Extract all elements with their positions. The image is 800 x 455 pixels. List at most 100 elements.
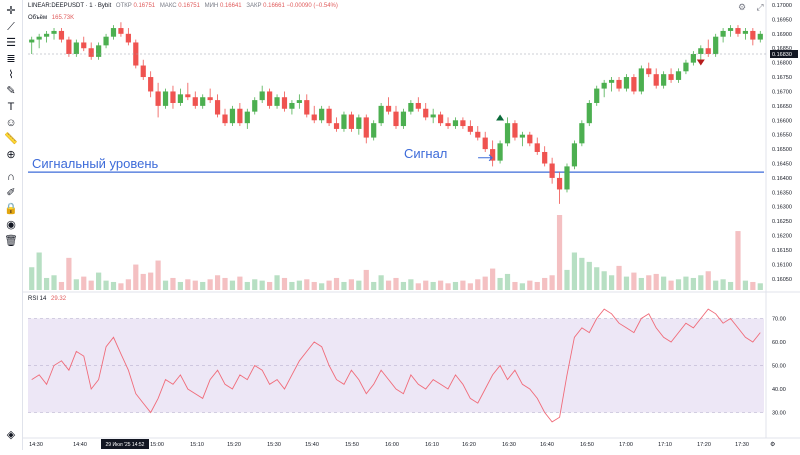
volume-bar xyxy=(341,281,347,290)
price-tick: 0.16650 xyxy=(772,104,792,110)
time-tick: 15:30 xyxy=(267,442,281,448)
volume-bar xyxy=(200,281,206,290)
volume-bar xyxy=(519,283,525,290)
sell-signal-arrow xyxy=(696,59,705,66)
time-tick: 17:00 xyxy=(619,442,633,448)
ruler-icon[interactable]: 📏 xyxy=(4,133,18,145)
volume-bar xyxy=(148,272,154,290)
volume-bar xyxy=(214,275,221,290)
candle-body xyxy=(96,45,102,57)
volume-bar xyxy=(363,269,369,290)
volume-bar xyxy=(244,281,250,290)
brush-icon[interactable]: ✎ xyxy=(6,85,16,97)
time-tick: 16:20 xyxy=(462,442,476,448)
rsi-line xyxy=(31,308,761,423)
volume-bar xyxy=(690,277,696,290)
price-tick: 0.16600 xyxy=(772,118,792,124)
drawing-toolbar: ✛ ⟋ ☰ ≣ ⌇ ✎ T ☺ 📏 ⊕ ∩ ✐ 🔒 ◉ 🗑 ◈ xyxy=(0,0,23,450)
chart-area[interactable]: 0.17000 0.16950 0.16900 0.16850 0.16800 0.167… xyxy=(22,0,800,450)
candle-body xyxy=(438,114,444,124)
volume-bar xyxy=(29,267,35,290)
current-price-text: 0.16830 xyxy=(772,52,792,58)
volume-bar xyxy=(438,280,444,290)
candle-body xyxy=(594,88,600,103)
time-tick: 17:30 xyxy=(735,442,749,448)
rsi-tick: 50.00 xyxy=(772,364,786,370)
volume-bar xyxy=(571,252,578,290)
volume-bar xyxy=(356,280,362,290)
price-tick: 0.16200 xyxy=(772,234,792,240)
volume-bar xyxy=(638,277,644,290)
candle-body xyxy=(170,91,176,103)
volume-bar xyxy=(653,273,659,290)
candle-body xyxy=(311,114,317,121)
candle-body xyxy=(705,48,711,54)
price-tick: 0.16500 xyxy=(772,147,792,153)
candle-body xyxy=(601,82,607,89)
time-highlight-box xyxy=(101,439,149,449)
volume-bar xyxy=(415,283,421,290)
zoom-icon[interactable]: ⊕ xyxy=(6,149,16,161)
emoji-icon[interactable]: ☺ xyxy=(5,117,17,129)
price-tick: 0.16400 xyxy=(772,176,792,182)
symbol-name: LINEAR:DEEPUSDT · 1 · Bybit xyxy=(28,3,112,9)
volume-bar xyxy=(482,276,488,290)
candle-body xyxy=(51,30,57,34)
candle-body xyxy=(319,108,325,121)
candle-body xyxy=(229,108,236,124)
candle-body xyxy=(267,91,273,106)
candle-body xyxy=(460,120,466,127)
volume-label: Объём xyxy=(28,15,48,21)
volume-bar xyxy=(400,281,407,290)
candle-body xyxy=(244,111,250,124)
eye-icon[interactable]: ◉ xyxy=(6,219,16,231)
layers-icon[interactable]: ◈ xyxy=(6,429,16,441)
pencil-lock-icon[interactable]: ✐ xyxy=(6,187,16,199)
candle-body xyxy=(616,79,622,89)
volume-bar xyxy=(118,283,124,290)
volume-bar xyxy=(452,281,459,290)
time-tick: 15:50 xyxy=(345,442,359,448)
gear-icon[interactable]: ⚙ xyxy=(737,2,747,12)
rsi-tick: 30.00 xyxy=(772,411,786,417)
candle-body xyxy=(36,36,42,40)
candle-body xyxy=(408,102,414,112)
crosshair-icon[interactable]: ✛ xyxy=(6,5,16,17)
close-label: ЗАКР xyxy=(246,3,262,9)
signal-label[interactable]: Сигнал xyxy=(404,146,448,161)
trend-line-icon[interactable]: ⟋ xyxy=(7,21,15,33)
volume-bar xyxy=(207,279,213,290)
chart-svg: 0.17000 0.16950 0.16900 0.16850 0.16800 0.167… xyxy=(22,0,800,449)
candle-body xyxy=(467,126,473,132)
maximize-icon[interactable]: ⤢ xyxy=(756,2,764,12)
volume-bar xyxy=(96,272,102,290)
time-tick: 16:40 xyxy=(540,442,554,448)
text-icon[interactable]: T xyxy=(7,101,15,113)
horizontal-lines-icon[interactable]: ☰ xyxy=(6,37,16,49)
volume-bar xyxy=(579,257,585,290)
trash-icon[interactable]: 🗑 xyxy=(4,235,18,247)
candle-body xyxy=(385,105,392,112)
time-tick: 16:50 xyxy=(580,442,594,448)
volume-bar xyxy=(103,280,109,290)
volume-bar xyxy=(534,281,540,290)
candle-body xyxy=(259,91,265,101)
pattern-icon[interactable]: ⌇ xyxy=(8,69,14,81)
volume-bar xyxy=(267,281,273,290)
rsi-tick: 70.00 xyxy=(772,317,786,323)
volume-bar xyxy=(371,281,377,290)
lock-icon[interactable]: 🔒 xyxy=(4,203,18,215)
magnet-icon[interactable]: ∩ xyxy=(7,171,15,183)
time-tick: 17:20 xyxy=(697,442,711,448)
volume-bar xyxy=(497,277,503,290)
fib-icon[interactable]: ≣ xyxy=(6,53,16,65)
volume-bar xyxy=(259,280,265,290)
volume-bar xyxy=(608,275,615,290)
signal-level-label[interactable]: Сигнальный уровень xyxy=(32,156,159,171)
current-price-tag xyxy=(770,49,798,58)
open-label: ОТКР xyxy=(115,3,132,9)
candle-body xyxy=(497,143,503,161)
volume-bar xyxy=(735,231,741,290)
candle-body xyxy=(638,68,644,92)
high-label: МАКС xyxy=(159,3,177,9)
